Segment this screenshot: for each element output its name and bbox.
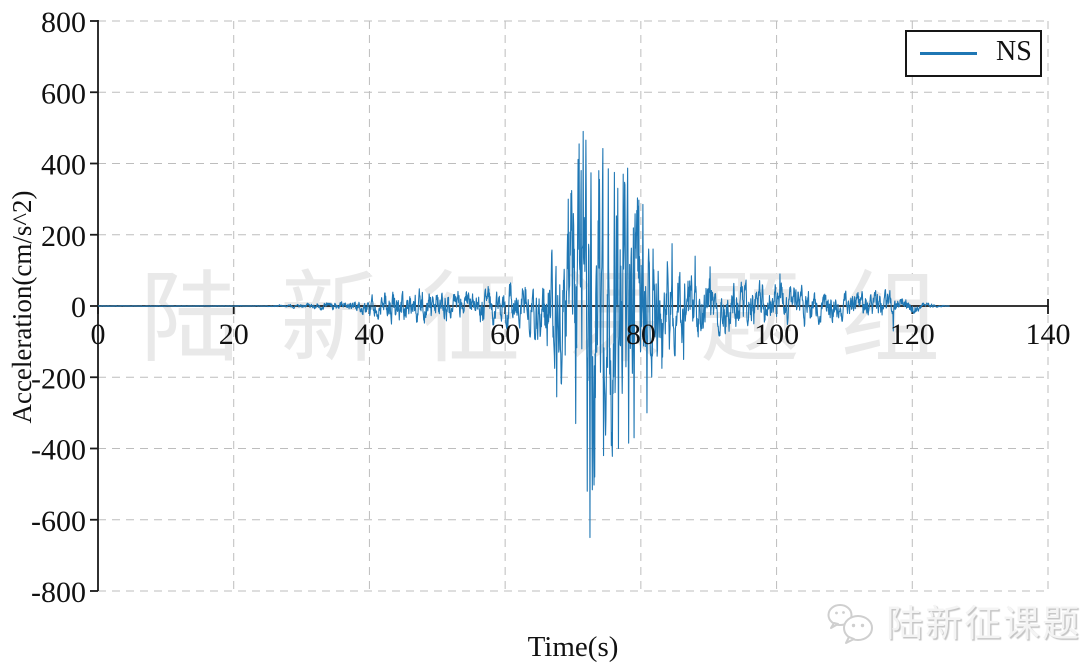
- svg-text:-200: -200: [31, 362, 86, 395]
- svg-text:-800: -800: [31, 576, 86, 609]
- svg-text:120: 120: [890, 318, 935, 351]
- y-axis-title: Acceleration(cm/s^2): [7, 190, 37, 424]
- svg-text:20: 20: [219, 318, 249, 351]
- svg-text:-400: -400: [31, 434, 86, 467]
- svg-text:140: 140: [1026, 318, 1071, 351]
- ns-series-swatch: [920, 52, 977, 55]
- svg-text:0: 0: [71, 291, 86, 324]
- svg-text:0: 0: [91, 318, 106, 351]
- footer-brand: 陆新征课题组: [826, 601, 1080, 647]
- svg-text:800: 800: [41, 6, 86, 39]
- svg-text:60: 60: [490, 318, 520, 351]
- wechat-icon: [827, 604, 873, 644]
- svg-text:100: 100: [754, 318, 799, 351]
- svg-text:600: 600: [41, 77, 86, 110]
- svg-text:40: 40: [354, 318, 384, 351]
- legend: NS: [905, 30, 1042, 77]
- tick-labels: 0 20 40 60 80 100 120 1408006004002000-200-400-…: [31, 6, 1071, 609]
- ns-waveform: [97, 130, 950, 539]
- x-axis-title: Time(s): [527, 631, 619, 663]
- svg-text:80: 80: [626, 318, 656, 351]
- svg-text:-600: -600: [31, 505, 86, 538]
- footer-brand-text: 陆新征课题组: [886, 603, 1080, 645]
- svg-text:200: 200: [41, 220, 86, 253]
- legend-label-ns: NS: [996, 36, 1032, 67]
- svg-text:400: 400: [41, 149, 86, 182]
